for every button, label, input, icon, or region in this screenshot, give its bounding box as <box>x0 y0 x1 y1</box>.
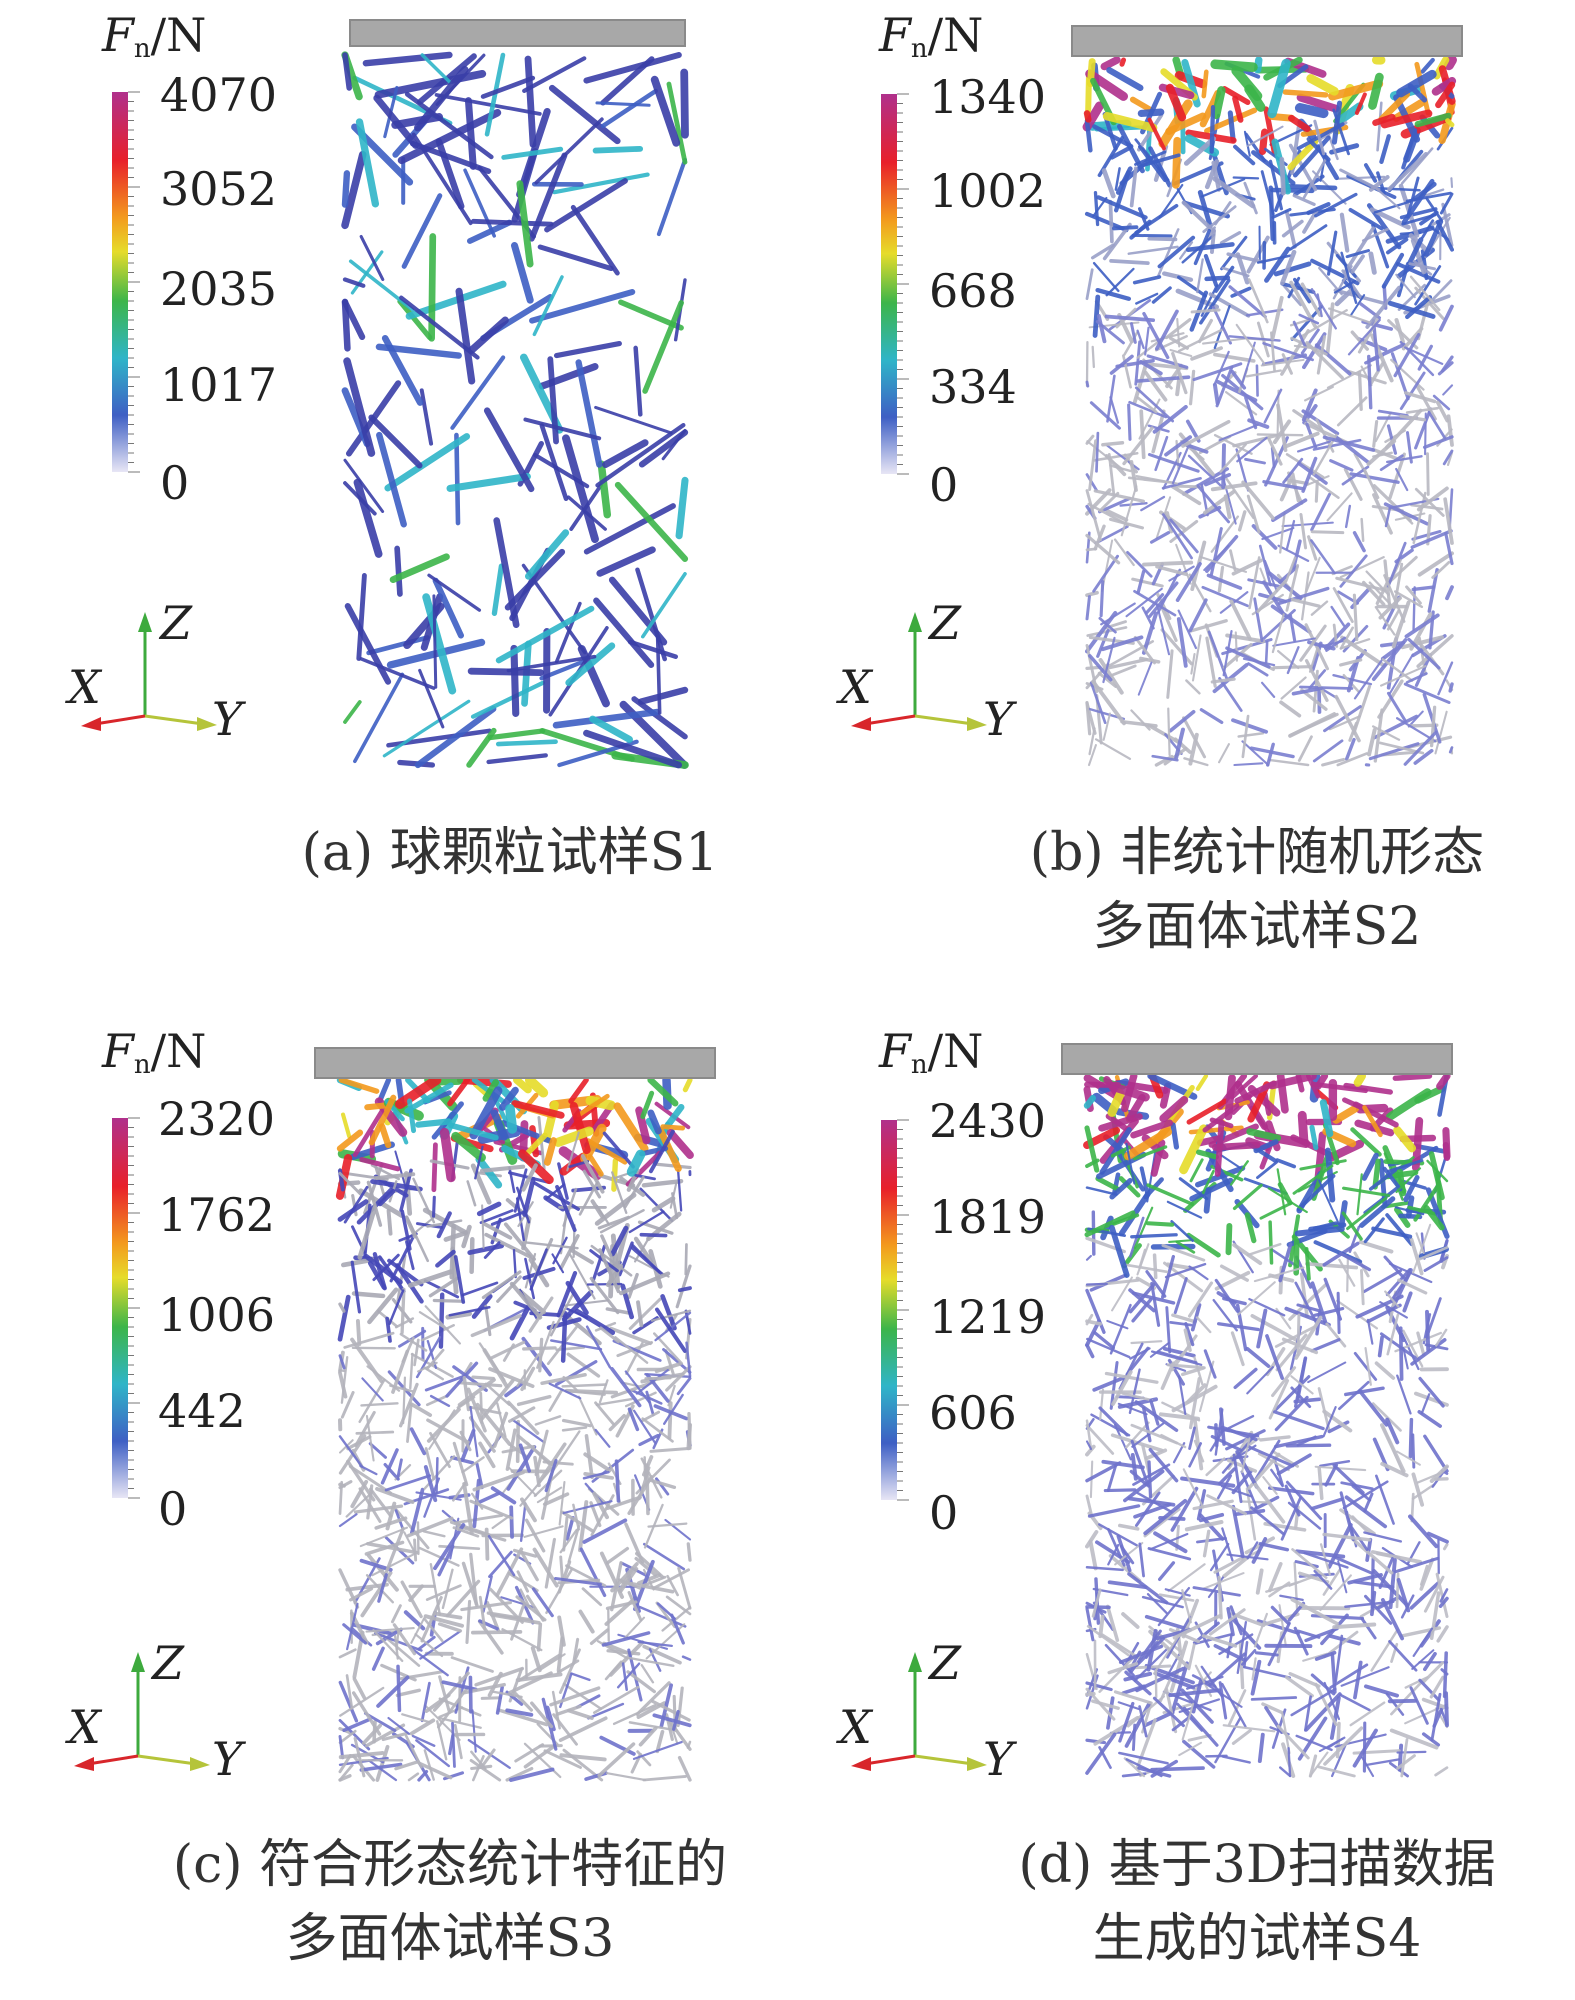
tick-4: 1017 <box>160 362 277 408</box>
specimen-network <box>1087 1076 1447 1776</box>
tick-max: 1340 <box>929 74 1046 120</box>
tick-4: 334 <box>929 364 1017 410</box>
loading-plate <box>1062 1044 1452 1074</box>
specimen-network <box>1087 60 1452 765</box>
tick-3: 2035 <box>160 266 277 312</box>
axis-z-label: Z <box>929 600 961 646</box>
colorbar <box>112 92 140 472</box>
tick-max: 2430 <box>929 1098 1046 1144</box>
tick-2: 3052 <box>160 166 277 212</box>
tick-max: 2320 <box>158 1096 275 1142</box>
colorbar <box>881 1120 909 1500</box>
tick-2: 1002 <box>929 168 1046 214</box>
panel-b: Fn/N 1340 1002 668 334 0 Z X Y (b) 非统计随机… <box>787 0 1574 1000</box>
loading-plate <box>350 20 685 46</box>
axis-z-label: Z <box>929 1640 961 1686</box>
specimen-network <box>340 1080 690 1780</box>
specimen-network <box>345 55 685 765</box>
axis-triad <box>81 612 217 731</box>
axis-z-label: Z <box>160 600 192 646</box>
loading-plate <box>1072 26 1462 56</box>
tick-2: 1819 <box>929 1194 1046 1240</box>
tick-3: 668 <box>929 268 1017 314</box>
panel-c: Fn/N 2320 1762 1006 442 0 Z X Y (c) 符合形态… <box>0 1000 787 2000</box>
tick-min: 0 <box>929 462 958 508</box>
axis-x-label: X <box>68 664 101 710</box>
colorbar-label: Fn/N <box>102 12 206 62</box>
colorbar <box>881 94 909 474</box>
tick-4: 606 <box>929 1390 1017 1436</box>
axis-y-label: Y <box>212 1736 242 1782</box>
tick-max: 4070 <box>160 72 277 118</box>
loading-plate <box>315 1048 715 1078</box>
axis-x-label: X <box>839 1704 872 1750</box>
axis-z-label: Z <box>152 1640 184 1686</box>
axis-x-label: X <box>839 664 872 710</box>
axis-y-label: Y <box>983 696 1013 742</box>
tick-min: 0 <box>160 460 189 506</box>
axis-x-label: X <box>68 1704 101 1750</box>
colorbar-label: Fn/N <box>879 1028 983 1078</box>
tick-min: 0 <box>929 1490 958 1536</box>
tick-2: 1762 <box>158 1192 275 1238</box>
tick-min: 0 <box>158 1486 187 1532</box>
tick-3: 1006 <box>158 1292 275 1338</box>
axis-y-label: Y <box>983 1736 1013 1782</box>
caption: (b) 非统计随机形态 多面体试样S2 <box>987 816 1527 964</box>
caption: (d) 基于3D扫描数据 生成的试样S4 <box>987 1828 1527 1976</box>
colorbar <box>112 1118 140 1498</box>
tick-3: 1219 <box>929 1294 1046 1340</box>
colorbar-label: Fn/N <box>879 12 983 62</box>
axis-y-label: Y <box>212 696 242 742</box>
caption: (a) 球颗粒试样S1 <box>270 816 750 890</box>
colorbar-label: Fn/N <box>102 1028 206 1078</box>
tick-4: 442 <box>158 1388 246 1434</box>
panel-d: Fn/N 2430 1819 1219 606 0 Z X Y (d) 基于3D… <box>787 1000 1574 2000</box>
caption: (c) 符合形态统计特征的 多面体试样S3 <box>160 1828 740 1976</box>
panel-a: Fn/N 4070 3052 2035 1017 0 Z X Y (a) 球颗粒… <box>0 0 787 1000</box>
